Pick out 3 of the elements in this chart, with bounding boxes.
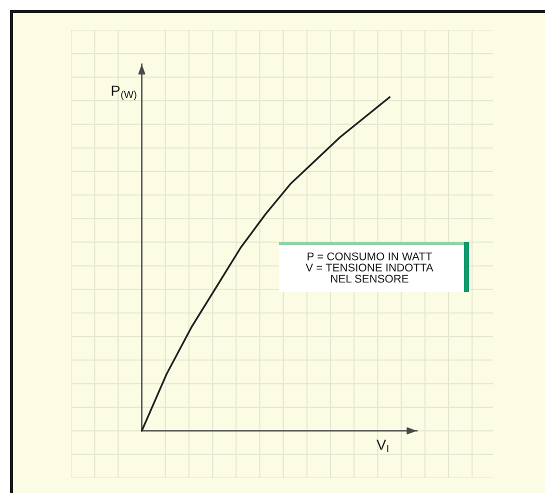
y-axis-title: P$_{(W)}$ — [112, 86, 136, 100]
annotation: P = CONSUMO IN WATT V = TENSIONE INDOTTA NEL SENSORE — [306, 252, 434, 283]
x-axis-title: V$_{I}$ — [376, 440, 388, 452]
